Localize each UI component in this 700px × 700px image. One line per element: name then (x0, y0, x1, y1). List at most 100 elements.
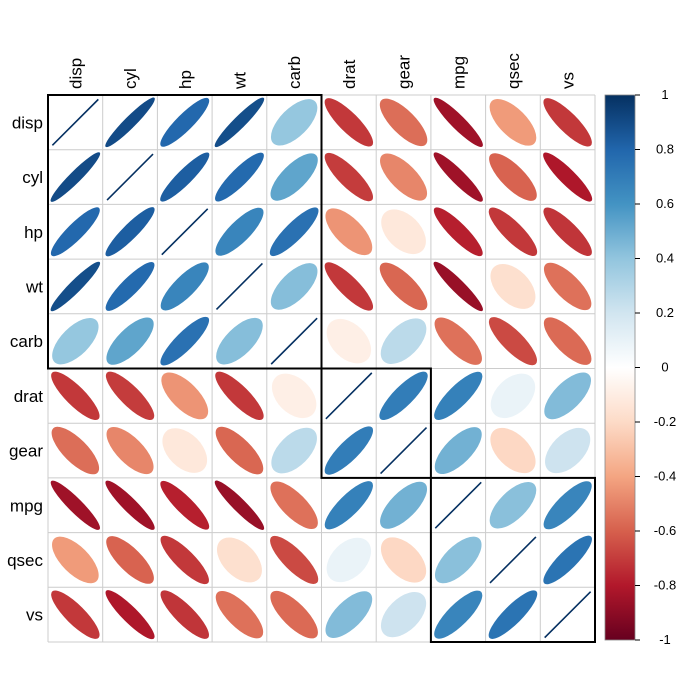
correlation-ellipse-cyl-mpg (433, 152, 483, 202)
colorbar-tick-label: 0 (661, 360, 668, 375)
correlation-ellipse-disp-gear (379, 98, 428, 147)
column-labels: disp cyl hp wt carb drat gear mpg qsec vs (66, 53, 577, 90)
correlation-ellipse-wt-drat (324, 262, 374, 311)
correlation-line-drat-drat (325, 372, 373, 420)
correlation-ellipse-drat-hp (161, 372, 209, 420)
correlation-line-vs-vs (544, 591, 592, 639)
row-label-vs: vs (26, 606, 43, 625)
correlation-ellipse-gear-cyl (106, 427, 154, 475)
correlation-ellipse-qsec-wt (216, 537, 262, 583)
colorbar-tick-label: -0.4 (654, 469, 676, 484)
cluster-rectangles (47, 94, 596, 643)
correlation-ellipse-carb-cyl (106, 317, 154, 365)
correlation-ellipse-drat-carb (271, 373, 317, 419)
correlation-ellipse-cyl-vs (543, 152, 593, 202)
correlation-ellipse-vs-drat (325, 591, 373, 639)
correlation-ellipse-disp-carb (270, 99, 318, 146)
colorbar-tick-label: 0.4 (656, 251, 674, 266)
correlation-ellipse-hp-carb (269, 207, 319, 257)
correlation-ellipse-carb-gear (380, 318, 427, 364)
column-label-hp: hp (176, 70, 195, 89)
correlation-ellipse-mpg-wt (214, 480, 265, 530)
correlation-cells (50, 97, 593, 640)
correlation-ellipse-disp-cyl (105, 97, 155, 148)
correlation-ellipse-carb-hp (160, 316, 210, 366)
colorbar-bar (604, 94, 636, 641)
correlation-ellipse-qsec-drat (326, 537, 372, 583)
correlation-ellipse-cyl-qsec (489, 153, 537, 201)
correlation-ellipse-qsec-mpg (434, 536, 482, 584)
correlation-ellipse-gear-disp (51, 426, 100, 475)
correlation-ellipse-qsec-cyl (106, 536, 154, 584)
correlation-ellipse-vs-cyl (105, 590, 155, 640)
correlation-ellipse-cyl-drat (324, 152, 374, 202)
correlation-ellipse-gear-mpg (434, 427, 482, 475)
correlation-ellipse-wt-cyl (105, 262, 155, 311)
correlation-ellipse-drat-cyl (105, 371, 155, 421)
correlation-ellipse-drat-qsec (490, 373, 536, 419)
correlation-ellipse-qsec-vs (543, 535, 592, 585)
correlation-ellipse-cyl-wt (215, 152, 264, 202)
cluster-rectangle-2 (320, 367, 432, 479)
column-label-drat: drat (340, 59, 359, 89)
row-label-gear: gear (9, 442, 43, 461)
column-label-cyl: cyl (121, 68, 140, 89)
correlation-ellipse-mpg-drat (324, 481, 373, 530)
correlation-ellipse-vs-hp (160, 590, 209, 639)
correlation-ellipse-carb-drat (326, 318, 372, 364)
correlation-ellipse-hp-qsec (488, 207, 538, 256)
cluster-rectangle-1 (47, 94, 323, 370)
correlation-ellipse-mpg-hp (160, 480, 210, 530)
correlation-ellipse-mpg-cyl (105, 480, 155, 530)
correlation-ellipse-hp-disp (50, 207, 100, 257)
row-label-qsec: qsec (7, 551, 43, 570)
column-label-mpg: mpg (449, 56, 468, 89)
correlation-ellipse-gear-wt (215, 426, 264, 475)
correlation-ellipse-carb-vs (543, 317, 592, 365)
correlation-ellipse-disp-mpg (433, 97, 483, 147)
correlation-ellipse-wt-vs (543, 262, 592, 311)
correlation-line-qsec-qsec (489, 536, 537, 584)
row-label-cyl: cyl (22, 168, 43, 187)
colorbar-tick-label: -0.6 (654, 523, 676, 538)
row-label-disp: disp (12, 113, 43, 132)
correlation-ellipse-vs-disp (51, 590, 100, 639)
colorbar-tick-label: 0.2 (656, 305, 674, 320)
correlation-ellipse-carb-mpg (434, 317, 482, 365)
correlation-ellipse-disp-drat (324, 98, 374, 147)
correlation-ellipse-drat-gear (379, 371, 428, 421)
correlation-ellipse-disp-wt (214, 97, 265, 148)
correlation-line-cyl-cyl (106, 153, 154, 201)
correlation-ellipse-vs-gear (380, 592, 427, 638)
correlation-ellipse-mpg-disp (50, 480, 100, 530)
correlation-ellipse-gear-hp (162, 428, 208, 473)
correlation-ellipse-hp-mpg (433, 207, 483, 257)
correlation-ellipse-mpg-qsec (489, 481, 537, 529)
correlation-ellipse-drat-mpg (434, 371, 483, 420)
column-label-carb: carb (285, 56, 304, 89)
correlation-ellipse-wt-qsec (490, 263, 536, 309)
colorbar-tick-label: -0.2 (654, 414, 676, 429)
correlation-ellipse-vs-wt (215, 590, 264, 639)
correlation-ellipse-wt-hp (160, 262, 209, 311)
cluster-rectangle-3 (429, 476, 596, 643)
correlation-ellipse-gear-vs (545, 427, 591, 474)
correlation-line-wt-wt (215, 262, 263, 310)
colorbar-tick-label: -0.8 (654, 578, 676, 593)
correlation-ellipse-mpg-vs (543, 481, 592, 530)
correlation-ellipse-drat-wt (215, 371, 264, 421)
correlation-ellipse-hp-vs (543, 207, 592, 256)
column-label-qsec: qsec (504, 53, 523, 89)
correlation-ellipse-cyl-gear (380, 153, 428, 201)
correlation-ellipse-vs-qsec (488, 590, 538, 639)
column-label-gear: gear (395, 55, 414, 89)
correlation-line-disp-disp (51, 98, 99, 146)
correlation-ellipse-cyl-hp (160, 152, 210, 202)
correlation-ellipse-mpg-carb (270, 481, 318, 529)
row-label-wt: wt (25, 277, 43, 296)
column-label-disp: disp (66, 58, 85, 89)
correlation-ellipse-hp-gear (381, 209, 426, 255)
correlation-line-gear-gear (380, 427, 428, 475)
correlation-ellipse-carb-wt (216, 317, 263, 365)
